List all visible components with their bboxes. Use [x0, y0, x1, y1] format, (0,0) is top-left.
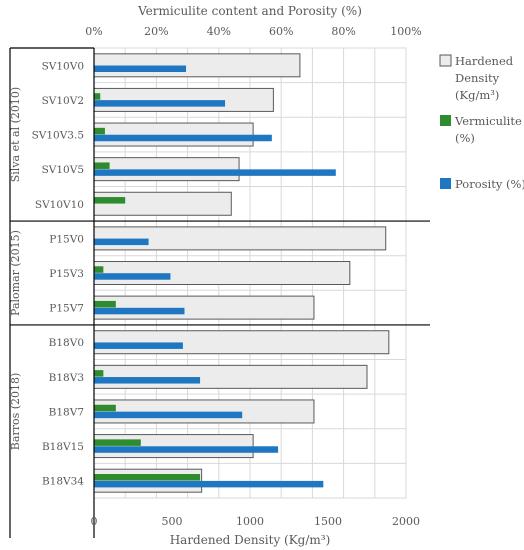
vermiculite-bar [94, 300, 116, 308]
density-bar [93, 53, 301, 78]
legend-label-porosity: Porosity (%) [455, 177, 524, 191]
legend-swatch-vermiculite [440, 115, 451, 126]
density-bar [93, 122, 254, 147]
density-bar [93, 261, 351, 285]
category-label: B18V3 [49, 372, 84, 384]
tick-labels: 0% 20% 40% 60% 80% 100% 0 500 1000 1500 2000 [85, 25, 421, 528]
group-label: Silva et al (2010) [9, 87, 22, 182]
porosity-bar [94, 480, 324, 488]
top-tick-label: 80% [331, 25, 355, 38]
porosity-bar [94, 238, 149, 246]
porosity-bar [94, 134, 272, 142]
group-frame [9, 47, 430, 538]
porosity-bar [94, 411, 243, 419]
porosity-bar [94, 273, 171, 280]
bars [93, 53, 390, 493]
legend-label-vermiculite: Vermiculite (%) [454, 114, 522, 145]
vermiculite-bar [94, 266, 104, 273]
category-labels: SV10V0 SV10V2 SV10V3.5 SV10V5 SV10V10 P15V0 P1… [32, 60, 85, 487]
porosity-bar [94, 342, 183, 349]
top-tick-label: 60% [269, 25, 293, 38]
bottom-tick-label: 1000 [236, 515, 264, 528]
density-bar [93, 468, 203, 493]
density-bar [93, 364, 368, 389]
legend-label-density: Hardened Density (Kg/m³) [455, 54, 514, 102]
category-label: B18V15 [42, 441, 84, 453]
category-label: SV10V5 [42, 164, 84, 176]
density-bar [93, 330, 390, 355]
bottom-axis-title: Hardened Density (Kg/m³) [170, 533, 331, 547]
porosity-bar [94, 307, 185, 315]
vermiculite-bar [94, 370, 104, 377]
vermiculite-bar [94, 127, 105, 135]
density-bar [93, 157, 240, 182]
density-bar [93, 226, 387, 251]
category-label: SV10V10 [35, 199, 84, 211]
top-tick-label: 20% [144, 25, 168, 38]
density-bar [93, 295, 315, 320]
bottom-tick-label: 1500 [314, 515, 342, 528]
category-label: SV10V0 [42, 60, 84, 72]
density-bar [93, 399, 315, 424]
top-tick-label: 100% [390, 25, 421, 38]
group-label: Barros (2018) [9, 373, 22, 451]
vermiculite-bar [94, 93, 101, 100]
bottom-tick-label: 500 [162, 515, 183, 528]
legend-swatch-density [439, 54, 452, 67]
top-tick-label: 40% [207, 25, 231, 38]
bottom-tick-label: 2000 [392, 515, 420, 528]
vermiculite-bar [94, 404, 116, 412]
density-bar [93, 191, 232, 216]
porosity-bar [94, 65, 187, 73]
category-label: P15V3 [49, 268, 84, 280]
top-axis-title: Vermiculite content and Porosity (%) [137, 4, 362, 18]
legend-swatch-porosity [440, 178, 451, 189]
category-label: B18V7 [49, 406, 84, 418]
category-label: SV10V2 [42, 95, 84, 107]
density-bar [93, 87, 274, 112]
porosity-bar [94, 377, 201, 384]
category-label: B18V34 [42, 476, 84, 488]
porosity-bar [94, 169, 336, 176]
category-label: P15V7 [49, 303, 84, 315]
porosity-bar [94, 100, 226, 107]
vermiculite-bar [94, 197, 126, 204]
bottom-tick-label: 0 [91, 515, 98, 528]
top-tick-label: 0% [85, 25, 102, 38]
category-label: B18V0 [49, 337, 84, 349]
vermiculite-bar [94, 162, 110, 169]
porosity-bar [94, 446, 279, 453]
vermiculite-bar [94, 473, 201, 481]
group-labels: Silva et al (2010) Palomar (2015) Barros (… [9, 87, 22, 450]
legend: Hardened Density (Kg/m³) Vermiculite (%) Poro… [439, 54, 524, 191]
density-bar [93, 434, 254, 459]
category-label: SV10V3.5 [32, 130, 84, 142]
group-label: Palomar (2015) [9, 230, 22, 316]
vermiculite-bar [94, 439, 141, 446]
category-label: P15V0 [49, 233, 84, 245]
